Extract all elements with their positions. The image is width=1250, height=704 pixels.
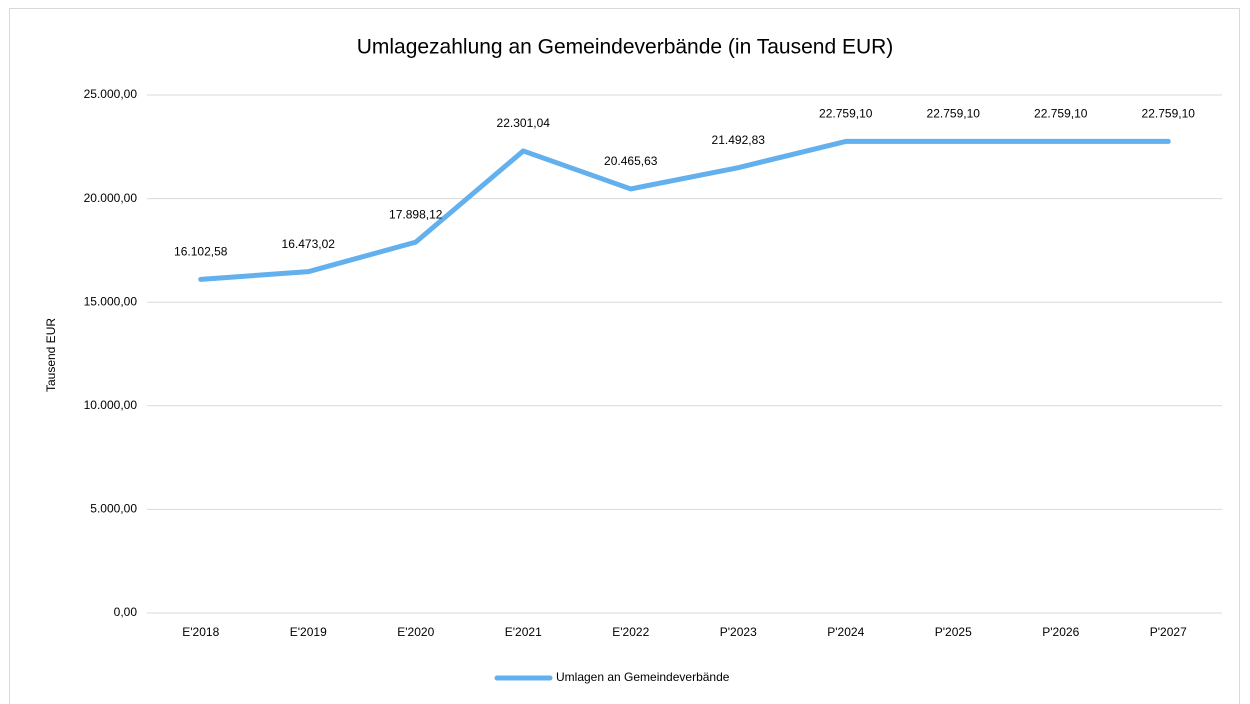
data-label: 16.102,58 <box>174 245 228 259</box>
x-tick-label: E'2020 <box>397 625 434 639</box>
y-tick-label: 20.000,00 <box>84 191 138 205</box>
data-label: 22.759,10 <box>1034 107 1088 121</box>
y-tick-label: 10.000,00 <box>84 398 138 412</box>
x-tick-label: E'2018 <box>182 625 219 639</box>
data-label: 22.759,10 <box>819 107 873 121</box>
data-label: 17.898,12 <box>389 207 443 221</box>
data-label: 21.492,83 <box>712 133 766 147</box>
x-tick-label: P'2024 <box>827 625 864 639</box>
x-tick-label: P'2025 <box>935 625 972 639</box>
chart-title: Umlagezahlung an Gemeindeverbände (in Ta… <box>357 36 894 59</box>
legend-label: Umlagen an Gemeindeverbände <box>556 670 730 684</box>
y-tick-label: 5.000,00 <box>90 502 137 516</box>
y-tick-label: 25.000,00 <box>84 87 138 101</box>
data-label: 22.759,10 <box>1142 107 1196 121</box>
x-tick-label: P'2027 <box>1150 625 1187 639</box>
x-tick-label: E'2021 <box>505 625 542 639</box>
x-tick-label: P'2026 <box>1042 625 1079 639</box>
x-tick-label: E'2019 <box>290 625 327 639</box>
data-line <box>198 138 1171 282</box>
y-axis-label: Tausend EUR <box>44 318 58 392</box>
data-label: 16.473,02 <box>282 237 336 251</box>
data-label: 22.301,04 <box>497 116 551 130</box>
data-label: 22.759,10 <box>927 107 981 121</box>
chart-frame <box>9 8 1240 704</box>
x-tick-label: E'2022 <box>612 625 649 639</box>
y-tick-label: 0,00 <box>114 605 138 619</box>
x-tick-label: P'2023 <box>720 625 757 639</box>
y-tick-label: 15.000,00 <box>84 294 138 308</box>
data-label: 20.465,63 <box>604 154 658 168</box>
